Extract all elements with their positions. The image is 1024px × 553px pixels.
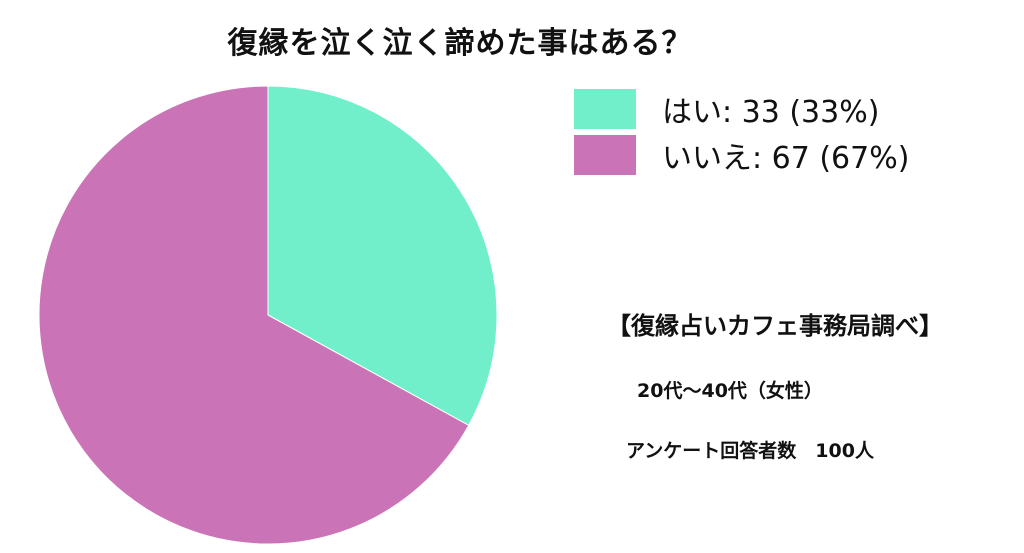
pie-slice-yes: [267, 85, 498, 427]
legend-swatch-no: [574, 135, 636, 175]
age-group-note: 20代〜40代（女性）: [637, 380, 823, 402]
legend-item-no: いいえ: 67 (67%): [574, 134, 909, 176]
chart-title: 復縁を泣く泣く諦めた事はある？: [227, 26, 693, 61]
legend-item-yes: はい: 33 (33%): [574, 88, 879, 130]
legend-swatch-yes: [574, 89, 636, 129]
source-note: 【復縁占いカフェ事務局調べ】: [607, 312, 943, 340]
legend-label-no: いいえ: 67 (67%): [662, 141, 910, 176]
respondent-count-note: アンケート回答者数 100人: [626, 440, 874, 462]
legend-label-yes: はい: 33 (33%): [662, 95, 880, 130]
pie-slice-no: [38, 85, 470, 545]
